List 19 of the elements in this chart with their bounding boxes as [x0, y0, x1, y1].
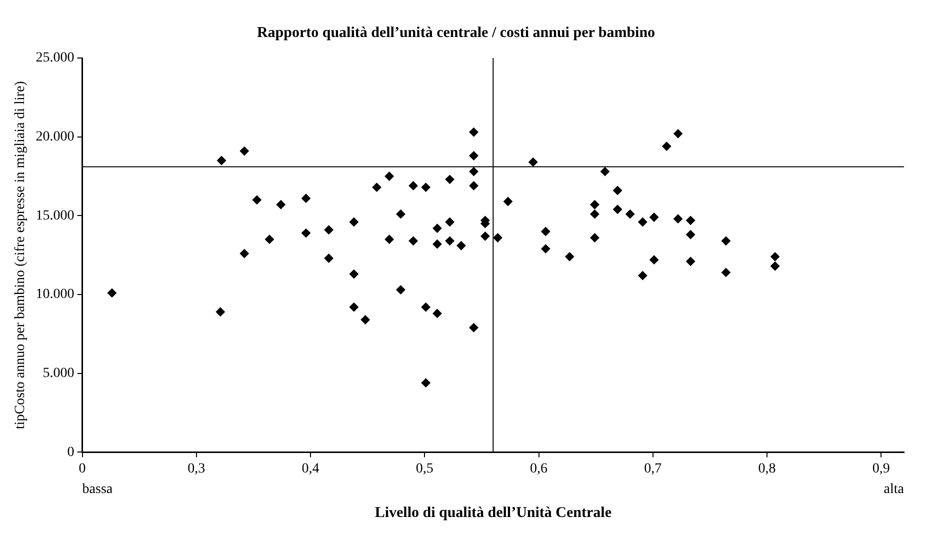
text: bassa — [82, 482, 114, 497]
chart-title: Rapporto qualità dell’unità centrale / costi annui per bambino — [256, 24, 656, 41]
x-tick-label: 0,7 — [644, 461, 662, 476]
y-tick-label: 25.000 — [36, 50, 74, 66]
x-tick-label: 0,6 — [530, 461, 548, 476]
x-tick-label: 0,4 — [302, 461, 320, 476]
x-tick-label: 0,5 — [416, 461, 434, 476]
x-axis-title: Livello di qualità dell’Unità Centrale — [374, 504, 612, 521]
text: alta — [884, 482, 905, 497]
y-tick-label: 0 — [67, 444, 74, 460]
y-tick-label: 10.000 — [36, 287, 74, 302]
y-tick-label: 5.000 — [42, 366, 74, 382]
x-tick-label: 0,3 — [188, 461, 206, 476]
x-tick-label: 0,9 — [872, 461, 890, 476]
y-tick-label: 15.000 — [36, 208, 74, 224]
x-tick-label: 0 — [78, 461, 86, 476]
x-tick-label: 0,8 — [758, 461, 776, 476]
y-tick-label: 20.000 — [36, 130, 74, 145]
y-axis-title: tipCosto annuo per bambino (cifre espresse in migliaia di lire) — [13, 80, 28, 430]
